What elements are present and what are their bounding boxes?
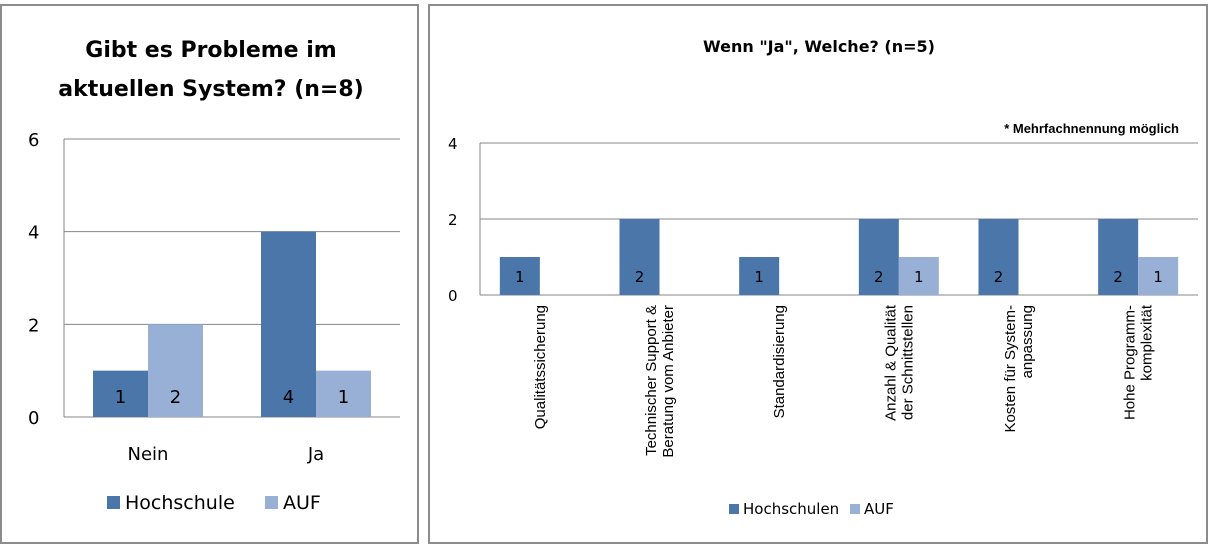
data-label: 4 — [283, 387, 294, 408]
x-category-label: Ja — [307, 444, 324, 465]
x-category-label-line: komplexität — [1139, 304, 1156, 381]
data-label: 1 — [754, 268, 764, 286]
x-category-label-line: Kosten für System- — [1002, 305, 1019, 433]
x-category-label: Anzahl & Qualität der Schnittstellen — [882, 304, 916, 421]
y-tick-label: 0 — [28, 408, 39, 429]
x-category-label: Qualitätssicherung — [532, 305, 549, 429]
legend-label: AUF — [864, 500, 894, 518]
legend-label: Hochschulen — [743, 500, 839, 518]
data-label: 2 — [635, 268, 645, 286]
right-chart-panel: Wenn "Ja", Welche? (n=5) * Mehrfachnennun… — [428, 4, 1208, 544]
legend-label: AUF — [283, 492, 321, 514]
y-tick-label: 4 — [448, 135, 458, 153]
data-label: 1 — [115, 387, 126, 408]
bar — [93, 370, 148, 417]
left-chart-panel: Gibt es Probleme im aktuellen System? (n=… — [0, 4, 419, 544]
x-category-label-line: anpassung — [1019, 305, 1036, 378]
data-label: 1 — [515, 268, 525, 286]
x-category-label: Hohe Programm-komplexität — [1122, 304, 1156, 420]
y-tick-label: 2 — [448, 211, 458, 229]
x-category-label-line: Anzahl & Qualität — [882, 304, 899, 421]
chart-annotation: * Mehrfachnennung möglich — [1004, 121, 1179, 136]
chart-title-line: Gibt es Probleme im — [85, 38, 336, 63]
y-tick-label: 2 — [28, 315, 39, 336]
y-tick-label: 4 — [28, 223, 39, 244]
x-category-label: Standardisierung — [771, 305, 788, 418]
bar — [898, 257, 939, 295]
legend-swatch — [265, 496, 278, 509]
data-label: 2 — [874, 268, 884, 286]
left-chart: Gibt es Probleme im aktuellen System? (n=… — [28, 38, 400, 514]
bar — [316, 370, 371, 417]
data-label: 2 — [170, 387, 181, 408]
bar — [978, 219, 1019, 295]
bar — [148, 324, 203, 417]
x-category-label-line: Standardisierung — [771, 305, 788, 418]
bar — [261, 231, 316, 417]
x-category-label: Kosten für System-anpassung — [1002, 305, 1036, 433]
bar — [1138, 257, 1179, 295]
x-category-label-line: Technischer Support & — [643, 305, 660, 456]
bar — [499, 257, 540, 295]
legend-swatch — [107, 496, 120, 509]
legend-label: Hochschule — [125, 492, 235, 514]
legend-swatch — [850, 504, 860, 514]
y-tick-label: 0 — [448, 287, 458, 305]
x-category-label-line: Beratung vom Anbieter — [660, 305, 677, 458]
bar — [619, 219, 660, 295]
chart-title-line: aktuellen System? (n=8) — [58, 77, 363, 102]
bar — [739, 257, 780, 295]
legend-swatch — [729, 504, 739, 514]
y-tick-label: 6 — [28, 130, 39, 151]
x-category-label-line: Qualitätssicherung — [532, 305, 549, 429]
data-label: 1 — [1153, 268, 1163, 286]
bar — [858, 219, 899, 295]
data-label: 2 — [994, 268, 1004, 286]
x-category-label-line: Hohe Programm- — [1122, 305, 1139, 420]
data-label: 1 — [914, 268, 924, 286]
data-label: 1 — [338, 387, 349, 408]
right-chart: Wenn "Ja", Welche? (n=5) * Mehrfachnennun… — [448, 37, 1198, 518]
x-category-label-line: der Schnittstellen — [899, 305, 916, 420]
chart-title: Wenn "Ja", Welche? (n=5) — [703, 37, 935, 56]
x-category-label: Technischer Support & Beratung vom Anbiet… — [643, 305, 677, 458]
data-label: 2 — [1113, 268, 1123, 286]
bar — [1098, 219, 1139, 295]
x-category-label: Nein — [128, 444, 169, 465]
